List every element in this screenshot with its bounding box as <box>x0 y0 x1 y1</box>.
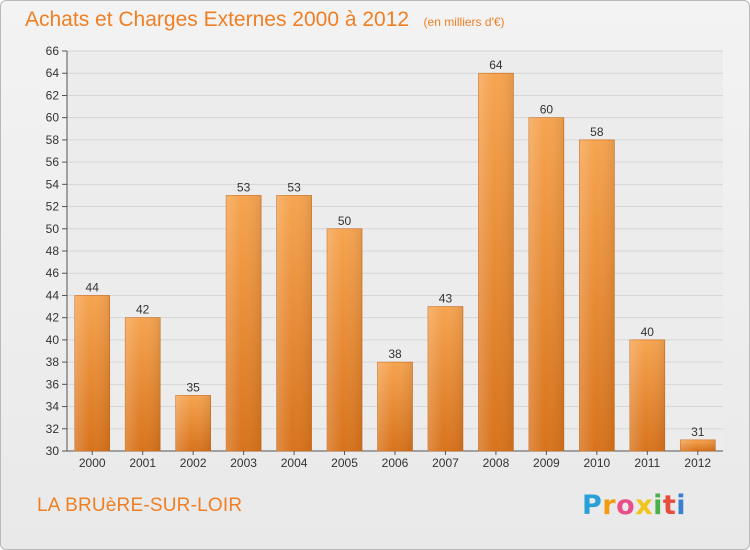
bar-shade-2005 <box>327 228 363 451</box>
y-tick-label: 30 <box>46 444 60 458</box>
data-label-2007: 43 <box>439 292 453 306</box>
chart-title-row: Achats et Charges Externes 2000 à 2012 (… <box>25 8 505 32</box>
data-label-2000: 44 <box>86 280 100 294</box>
x-tick-label-2003: 2003 <box>230 456 257 470</box>
bar-shade-2004 <box>276 195 312 451</box>
y-tick-label: 38 <box>46 355 60 369</box>
y-tick-label: 62 <box>46 88 60 102</box>
data-label-2004: 53 <box>287 180 301 194</box>
commune-name: LA BRUèRE-SUR-LOIR <box>37 495 243 516</box>
data-label-2012: 31 <box>691 425 705 439</box>
x-tick-label-2006: 2006 <box>382 456 409 470</box>
data-label-2006: 38 <box>388 347 402 361</box>
y-tick-label: 48 <box>46 244 60 258</box>
data-label-2005: 50 <box>338 214 352 228</box>
x-tick-label-2004: 2004 <box>281 456 308 470</box>
y-tick-label: 60 <box>46 111 60 125</box>
chart-unit-note: (en milliers d'€) <box>423 15 505 29</box>
y-tick-label: 44 <box>46 288 60 302</box>
y-tick-label: 42 <box>46 311 60 325</box>
x-tick-label-2009: 2009 <box>533 456 560 470</box>
y-tick-label: 54 <box>46 177 60 191</box>
bar-shade-2007 <box>427 306 463 451</box>
y-tick-label: 46 <box>46 266 60 280</box>
x-tick-label-2011: 2011 <box>634 456 660 470</box>
data-label-2009: 60 <box>540 103 554 117</box>
bar-shade-2010 <box>579 139 615 451</box>
data-label-2008: 64 <box>489 58 503 72</box>
y-tick-label: 50 <box>46 222 60 236</box>
bar-shade-2011 <box>629 339 665 451</box>
x-tick-label-2000: 2000 <box>79 456 106 470</box>
bar-shade-2001 <box>125 317 161 451</box>
bar-shade-2008 <box>478 73 514 451</box>
x-tick-label-2012: 2012 <box>684 456 711 470</box>
y-tick-label: 36 <box>46 377 60 391</box>
x-tick-label-2007: 2007 <box>432 456 459 470</box>
x-tick-label-2010: 2010 <box>583 456 610 470</box>
bar-shade-2009 <box>528 117 564 452</box>
y-tick-label: 64 <box>46 66 60 80</box>
x-tick-label-2005: 2005 <box>331 456 358 470</box>
y-tick-label: 34 <box>46 400 60 414</box>
bar-shade-2003 <box>226 195 262 451</box>
y-tick-label: 40 <box>46 333 60 347</box>
bar-shade-2006 <box>377 362 413 451</box>
y-tick-label: 58 <box>46 133 60 147</box>
data-label-2011: 40 <box>641 325 655 339</box>
y-tick-label: 66 <box>46 44 60 58</box>
x-tick-label-2001: 2001 <box>129 456 156 470</box>
x-tick-label-2008: 2008 <box>483 456 510 470</box>
y-tick-label: 32 <box>46 422 60 436</box>
y-tick-label: 52 <box>46 200 60 214</box>
data-label-2010: 58 <box>590 125 604 139</box>
chart-title: Achats et Charges Externes 2000 à 2012 <box>25 8 410 31</box>
data-label-2002: 35 <box>186 380 200 394</box>
x-tick-label-2002: 2002 <box>180 456 207 470</box>
data-label-2001: 42 <box>136 303 150 317</box>
y-tick-label: 56 <box>46 155 60 169</box>
data-label-2003: 53 <box>237 180 251 194</box>
bar-shade-2012 <box>680 439 716 451</box>
bar-shade-2002 <box>175 395 211 451</box>
proxiti-logo: Proxiti <box>582 490 687 521</box>
bar-shade-2000 <box>74 295 110 451</box>
